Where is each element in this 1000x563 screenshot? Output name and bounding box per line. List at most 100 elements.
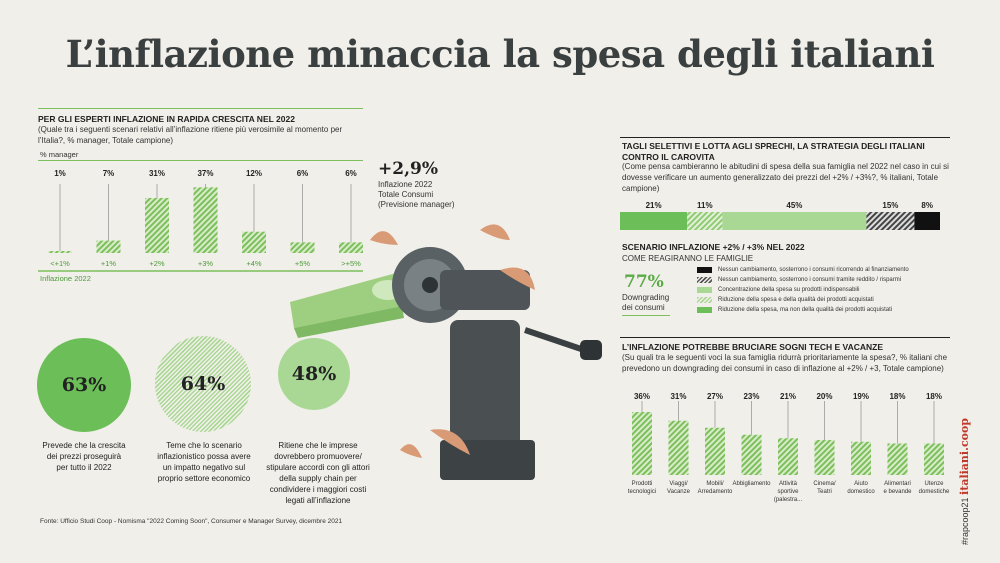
left-bar-value-label: 1% [54, 169, 66, 178]
right-top-header: TAGLI SELETTIVI E LOTTA AGLI SPRECHI, LA… [622, 141, 925, 162]
legend-item: Nessun cambiamento, sosterrono i consumi… [697, 275, 957, 285]
left-bar [96, 240, 121, 253]
legend-item: Riduzione della spesa e della qualità de… [697, 295, 957, 305]
legend-item: Riduzione della spesa, ma non della qual… [697, 305, 957, 315]
left-bar-value-label: 12% [246, 169, 262, 178]
left-chart-top-rule [38, 108, 363, 109]
legend-label: Nessun cambiamento, sosterrono i consumi… [718, 267, 909, 273]
downgrading-rule [622, 315, 670, 316]
stat-circle-1-value: 63% [61, 374, 107, 396]
right-bar-value-label: 27% [707, 392, 723, 401]
right-bar-value-label: 36% [634, 392, 650, 401]
legend-swatch [697, 277, 712, 283]
left-bar [339, 242, 363, 253]
stat-circle-2-text: Teme che lo scenario inflazionistico pos… [157, 441, 251, 483]
downgrading-line-2: dei consumi [622, 303, 665, 312]
right-bar-value-label: 21% [780, 392, 796, 401]
left-bar [242, 231, 266, 253]
stat-circle-3-value: 48% [291, 363, 337, 385]
right-bar-category-label: Prodotti tecnologici [628, 481, 656, 495]
legend-swatch [697, 287, 712, 293]
right-bar-category-label: Cinema/Teatri [813, 481, 836, 495]
right-bar-category-label: Alimentari e bevande [883, 481, 912, 495]
right-bar-chart: 36% Prodotti tecnologici 31% Viaggi/Vacanze 2… [628, 392, 950, 503]
right-top-subtitle: (Come pensa cambieranno le abitudini di … [622, 162, 949, 193]
left-bar [48, 251, 72, 253]
left-bar-value-label: 37% [197, 169, 213, 178]
inflation-forecast-value: +2,9% [378, 159, 438, 179]
downgrading-value: 77% [624, 272, 664, 292]
left-chart-unit-label: % manager [40, 150, 79, 159]
inflation-forecast-caption: Inflazione 2022 Totale Consumi (Previsio… [378, 180, 454, 210]
left-bar-value-label: 6% [297, 169, 309, 178]
right-bar-category-label: Aiuto domestico [847, 481, 875, 495]
stacked-segment-label: 11% [697, 201, 713, 210]
right-bar-value-label: 18% [926, 392, 942, 401]
stacked-segment-label: 15% [882, 201, 898, 210]
left-bar-category-label: +5% [295, 259, 311, 268]
legend-swatch [697, 267, 712, 273]
left-bar-category-label: +4% [246, 259, 262, 268]
right-bar-value-label: 20% [816, 392, 832, 401]
stacked-segment [687, 212, 723, 230]
downgrading-caption: Downgrading dei consumi [622, 293, 669, 313]
left-bar [193, 187, 218, 253]
stat-circle-3-text: Ritiene che le imprese dovrebbero promuo… [266, 441, 370, 505]
right-bar-value-label: 23% [743, 392, 759, 401]
left-chart-subtitle: (Quale tra i seguenti scenari relativi a… [38, 125, 343, 145]
right-bar-category-label: Attività sportive (palestra... [774, 481, 803, 503]
left-chart-xlabel: Inflazione 2022 [40, 274, 91, 283]
left-bar-category-label: +1% [101, 259, 117, 268]
stat-circle-1-text: Prevede che la crescita dei prezzi prose… [42, 441, 126, 472]
left-bar-category-label: +2% [149, 259, 165, 268]
right-bar [851, 441, 871, 475]
legend-swatch [697, 307, 712, 313]
left-bar [290, 242, 315, 253]
left-chart-header: PER GLI ESPERTI INFLAZIONE IN RAPIDA CRE… [38, 114, 295, 124]
left-bar-value-label: 31% [149, 169, 165, 178]
left-bar-chart: 1% <+1% 7% +1% 31% +2% 37% +3% 12% +4% 6% +5% 6% >+5% [38, 169, 363, 272]
inflation-forecast-line-2: Totale Consumi [378, 190, 434, 199]
legend-label: Concentrazione della spesa su prodotti i… [718, 287, 860, 293]
right-bar-category-label: Abbigliamento [732, 481, 771, 487]
right-bar [741, 434, 762, 475]
scenario-subtitle: COME REAGIRANNO LE FAMIGLIE [622, 254, 754, 263]
stacked-segment [620, 212, 688, 230]
left-bar-value-label: 7% [103, 169, 115, 178]
legend-label: Nessun cambiamento, sosterrono i consumi… [718, 277, 902, 283]
stacked-segment-label: 8% [921, 201, 933, 210]
stacked-segment [722, 212, 867, 230]
left-bar [145, 197, 169, 253]
inflation-forecast-line-1: Inflazione 2022 [378, 180, 433, 189]
stat-circle-2-value: 64% [180, 373, 226, 395]
side-hashtag: #rapcoop21 [960, 497, 970, 545]
legend-swatch [697, 297, 712, 303]
left-bar-category-label: <+1% [50, 259, 70, 268]
left-bar-category-label: +3% [198, 259, 214, 268]
stacked-bar-chart: 21% 11% 45% 15% 8% [620, 201, 940, 230]
sharpener-icon [392, 247, 602, 480]
banknote-icon [290, 272, 404, 338]
right-bottom-header: L’INFLAZIONE POTREBBE BRUCIARE SOGNI TEC… [622, 342, 883, 352]
right-bottom-subtitle: (Su quali tra le seguenti voci la sua fa… [622, 353, 948, 373]
right-bar [814, 440, 835, 475]
right-bar-category-label: Viaggi/Vacanze [667, 481, 691, 495]
downgrading-line-1: Downgrading [622, 293, 670, 302]
legend-item: Nessun cambiamento, sosterrono i consumi… [697, 265, 957, 275]
wood-shavings-icon [370, 224, 535, 458]
right-bar [887, 443, 908, 475]
right-bottom-rule [620, 337, 950, 338]
right-bar [632, 412, 652, 475]
legend-label: Riduzione della spesa, ma non della qual… [718, 307, 893, 313]
legend-label: Riduzione della spesa e della qualità de… [718, 297, 874, 303]
left-chart-unit-rule [38, 160, 363, 161]
stacked-segment [866, 212, 915, 230]
right-bar [924, 443, 944, 475]
right-bar-category-label: Mobili/Arredamento [698, 481, 733, 495]
sharpener-illustration [290, 224, 602, 480]
right-top-rule [620, 137, 950, 138]
side-branding: #rapcoop21 italiani.coop [958, 418, 971, 545]
legend-item: Concentrazione della spesa su prodotti i… [697, 285, 957, 295]
stat-circle-1: 63% [37, 338, 131, 432]
right-bar [668, 420, 689, 475]
